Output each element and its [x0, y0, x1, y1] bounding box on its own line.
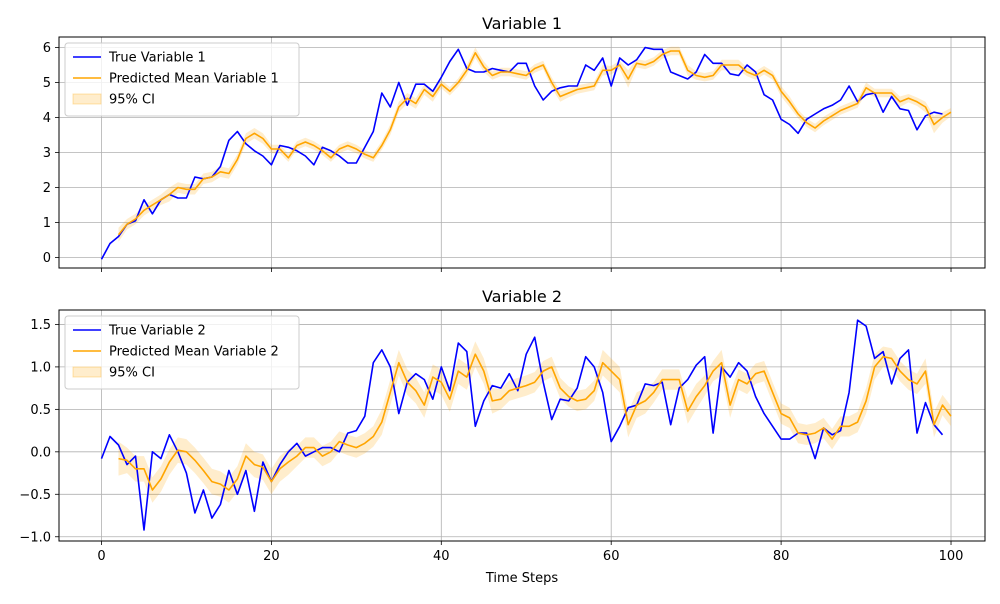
plot-frame — [58, 309, 986, 542]
y-tick-label: 0 — [43, 251, 51, 266]
chart-title: Variable 2 — [482, 287, 562, 306]
legend-entry-predicted: Predicted Mean Variable 2 — [109, 345, 279, 360]
true-series-line — [100, 46, 943, 260]
y-tick-label: 6 — [43, 41, 51, 56]
y-tick-label: −1.0 — [19, 530, 51, 545]
chart-title: Variable 1 — [482, 14, 562, 33]
legend: True Variable 2 Predicted Mean Variable 2… — [64, 315, 300, 390]
y-tick-label: 1.0 — [30, 360, 51, 375]
y-tick-label: 0.5 — [30, 403, 51, 418]
legend: True Variable 1 Predicted Mean Variable 1… — [64, 42, 300, 117]
legend-swatch — [72, 93, 102, 105]
y-tick-label: 0.0 — [30, 445, 51, 460]
y-tick-label: −0.5 — [19, 488, 51, 503]
x-tick-label: 20 — [263, 549, 280, 564]
subplot-variable-2: 0 20 40 60 80 100 −1.0 −0.5 0.0 0.5 1.0 1.5 Variable… — [19, 287, 986, 564]
legend-swatch — [72, 366, 102, 378]
y-tick-label: 1.5 — [30, 318, 51, 333]
y-tick-label: 5 — [43, 76, 51, 91]
legend-frame — [64, 315, 300, 390]
x-tick-label: 0 — [97, 549, 105, 564]
legend-frame — [64, 42, 300, 117]
subplot-variable-1: 0 1 2 3 4 5 6 Variable 1 True Variable 1 Predicte… — [43, 14, 986, 272]
legend-entry-true: True Variable 2 — [108, 324, 206, 339]
y-tick-label: 3 — [43, 146, 51, 161]
legend-entry-predicted: Predicted Mean Variable 1 — [109, 72, 279, 87]
x-tick-label: 80 — [773, 549, 790, 564]
x-tick-label: 40 — [433, 549, 450, 564]
predicted-mean-line — [118, 353, 952, 491]
x-tick-label: 100 — [939, 549, 964, 564]
predicted-mean-line — [117, 50, 952, 236]
y-tick-label: 1 — [43, 216, 51, 231]
x-tick-label: 60 — [603, 549, 620, 564]
x-axis-label: Time Steps — [485, 571, 559, 586]
true-series-line — [100, 319, 944, 531]
y-tick-label: 4 — [43, 111, 51, 126]
y-tick-label: 2 — [43, 181, 51, 196]
legend-entry-true: True Variable 1 — [108, 51, 206, 66]
legend-entry-ci: 95% CI — [109, 93, 155, 108]
legend-entry-ci: 95% CI — [109, 366, 155, 381]
